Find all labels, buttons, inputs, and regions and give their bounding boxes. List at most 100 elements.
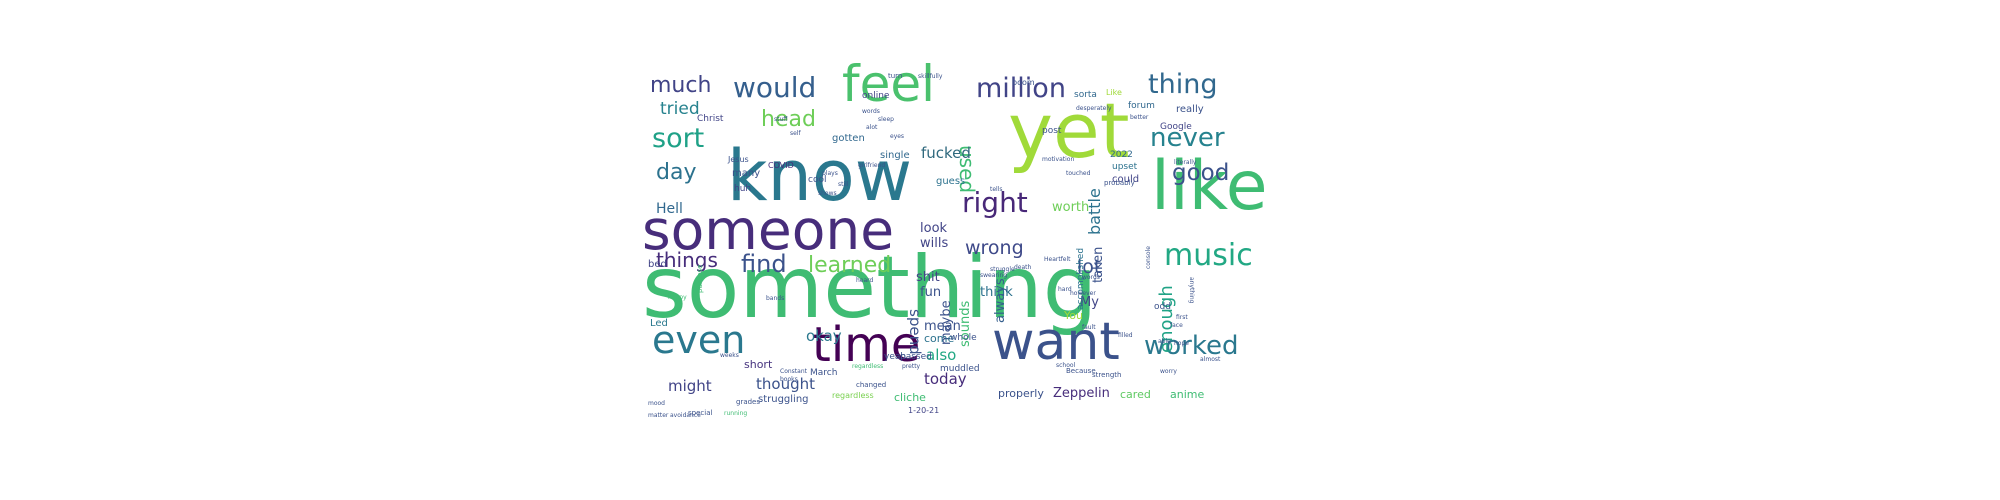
word-yeah: yeah (884, 352, 906, 362)
word-matter: matter (648, 412, 669, 419)
word-boom: boom (1012, 78, 1035, 87)
word-motivation: motivation (1042, 156, 1074, 163)
word-like: like (1151, 147, 1268, 226)
word-first: first (1176, 314, 1188, 321)
word-worked: worked (1144, 331, 1239, 361)
word-upset: upset (1112, 162, 1138, 172)
word-changed: changed (856, 381, 886, 389)
word-filled: filled (1118, 332, 1133, 339)
word-fucked: fucked (921, 144, 971, 162)
word-bands: bands (766, 295, 784, 302)
word-bed: bed (648, 259, 667, 270)
word-literally: literally (1174, 159, 1197, 166)
word-probably: probably (1104, 179, 1135, 187)
word-tells: tells (990, 186, 1003, 193)
word-almost: almost (1200, 356, 1221, 363)
word-wrong: wrong (965, 237, 1024, 259)
word-good: good (1172, 160, 1229, 186)
word-plays: plays (822, 170, 838, 177)
word-anime: anime (1170, 388, 1204, 401)
word-heartfelt: Heartfelt (1044, 256, 1071, 263)
word-skillfully: skillfully (918, 73, 943, 80)
word-words-2: words (862, 108, 880, 115)
word-thing: thing (1148, 69, 1217, 100)
word-music: music (1164, 238, 1253, 273)
word-running: running (724, 410, 747, 417)
word-christ: Christ (697, 114, 724, 124)
word-covid: COVID (768, 161, 794, 170)
word-grades: grades (736, 398, 760, 406)
word-hell: Hell (656, 201, 683, 217)
word-shows: shows (818, 190, 837, 197)
word-shit: shit (916, 270, 940, 285)
word-school: school (1056, 362, 1076, 369)
word-could: could (1112, 174, 1139, 185)
word-spend: spend (906, 309, 924, 355)
word-google: Google (1160, 122, 1192, 132)
word-march: March (810, 368, 837, 378)
word-like-small: Like (1106, 88, 1122, 97)
word-cared: cared (1120, 388, 1151, 401)
word-anything: anything (1188, 277, 1195, 304)
word-post: post (1042, 126, 1062, 136)
word-accomplished: accomplished (1076, 248, 1086, 310)
word-cloud: something know yet like someone feel tim… (640, 55, 1400, 445)
word-strength: strength (1092, 371, 1121, 379)
word-cloud-svg: something know yet like someone feel tim… (642, 55, 1268, 419)
word-something: something (642, 238, 1097, 338)
word-jesus: Jesus (727, 155, 749, 164)
word-worth: worth (1052, 200, 1089, 215)
word-things: things (656, 248, 718, 272)
word-look: look (920, 221, 948, 236)
word-desperately: desperately (1076, 105, 1112, 112)
word-even: even (652, 318, 745, 362)
word-struggle: struggle (990, 266, 1015, 273)
word-mean: mean (924, 319, 961, 334)
word-battle: battle (1085, 188, 1104, 235)
word-my: My (1080, 295, 1099, 310)
word-wills: wills (920, 236, 948, 251)
word-thought: thought (756, 375, 815, 393)
word-console: console (1145, 246, 1152, 269)
word-touched: touched (1066, 170, 1091, 177)
word-regardless-small: regardless (852, 363, 883, 370)
word-sorta: sorta (1074, 90, 1097, 100)
word-right: right (962, 186, 1028, 219)
word-worry: worry (1160, 368, 1177, 375)
word-self: self (790, 130, 801, 137)
word-would: would (733, 71, 816, 104)
word-however: however (1070, 290, 1096, 297)
word-enough: enough (1156, 285, 1177, 353)
word-come: come (924, 332, 954, 345)
word-never: never (1150, 123, 1225, 153)
word-million: million (976, 73, 1066, 104)
word-many: many (732, 168, 760, 179)
word-date: 1-20-21 (908, 406, 939, 415)
word-used: used (955, 145, 979, 193)
word-head: head (761, 107, 816, 132)
word-able: able (1158, 338, 1171, 345)
word-passed: passed (900, 352, 932, 362)
word-struggling: struggling (758, 394, 809, 405)
word-whole: whole (950, 333, 977, 343)
word-maybe: maybe (939, 300, 954, 345)
word-face: face (1170, 322, 1183, 329)
word-feel: feel (842, 55, 935, 113)
word-constant: Constant (780, 368, 808, 375)
word-avoidance: avoidance (670, 412, 701, 419)
word-turn: turn (888, 72, 902, 80)
word-sleep: sleep (878, 116, 894, 123)
word-yet: yet (1008, 86, 1130, 175)
word-because: Because (1066, 367, 1096, 375)
word-today: today (924, 370, 967, 388)
word-think: think (980, 285, 1013, 300)
word-you: You (1063, 309, 1083, 322)
word-also: also (926, 346, 956, 364)
word-gotten: gotten (832, 133, 865, 144)
word-sort: sort (652, 123, 704, 154)
word-guess: guess (936, 176, 965, 187)
word-girlfriend: girlfriend (858, 162, 885, 169)
word-pretty: pretty (902, 363, 921, 370)
word-cliche: cliche (894, 391, 926, 404)
word-special: special (688, 409, 712, 417)
